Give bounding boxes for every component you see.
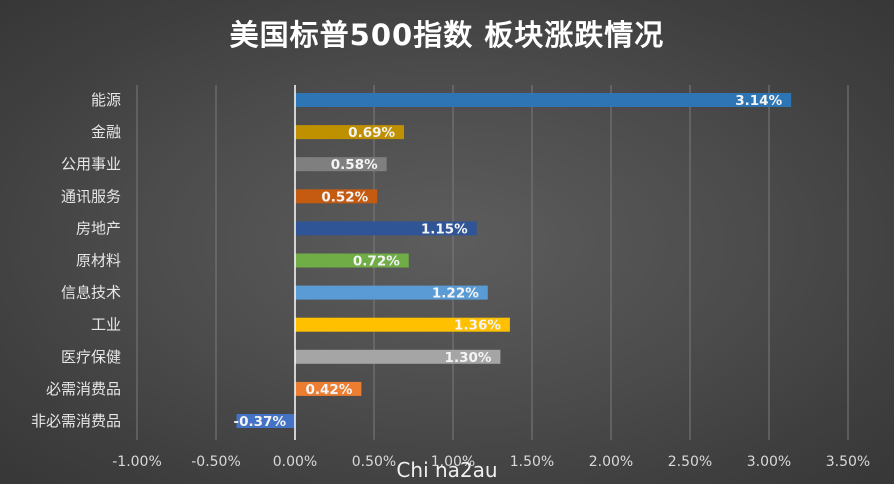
category-label: 能源: [91, 91, 121, 109]
bars: [236, 93, 792, 428]
data-label: 0.72%: [353, 254, 400, 270]
x-tick-label: 1.50%: [510, 454, 554, 470]
x-tick-label: -0.50%: [191, 454, 241, 470]
x-tick-label: 2.00%: [589, 454, 633, 470]
labels: -1.00% -0.50% 0.00% 0.50% 1.00% 1.50% 2.00% 2.5…: [31, 91, 870, 470]
category-label: 公用事业: [61, 155, 121, 173]
bar-7: [295, 317, 510, 332]
category-label: 工业: [91, 316, 121, 334]
x-tick-label: 2.50%: [668, 454, 712, 470]
bar-10: [236, 414, 295, 428]
bar-6: [295, 285, 488, 300]
x-tick-label: 1.00%: [431, 454, 475, 470]
x-tick-label: 0.00%: [273, 454, 317, 470]
x-tick-label: -1.00%: [112, 454, 162, 470]
data-label: 1.36%: [454, 318, 501, 334]
bar-9: [295, 381, 362, 396]
bar-5: [295, 253, 409, 268]
chart-title: 美国标普500指数 板块涨跌情况: [229, 18, 665, 52]
data-label: -0.37%: [234, 414, 287, 430]
x-tick-label: 3.50%: [826, 454, 870, 470]
x-tick-label: 0.50%: [352, 454, 396, 470]
data-label: 0.69%: [348, 125, 395, 141]
bar-1: [295, 125, 405, 140]
data-label: 1.22%: [432, 286, 479, 302]
gridlines: [136, 85, 849, 440]
data-label: 0.52%: [321, 189, 368, 205]
category-label: 房地产: [76, 219, 121, 237]
bar-3: [295, 189, 378, 204]
category-label: 金融: [91, 123, 121, 141]
bar-2: [295, 157, 387, 172]
category-label: 通讯服务: [61, 187, 121, 205]
bar-0: [295, 93, 792, 107]
data-label: 0.58%: [331, 157, 378, 173]
category-label: 原材料: [76, 252, 121, 270]
x-tick-label: 3.00%: [747, 454, 791, 470]
watermark-text: Chi na2au: [396, 458, 498, 482]
category-label: 非必需消费品: [31, 412, 121, 430]
category-label: 信息技术: [61, 284, 121, 302]
bar-8: [295, 349, 501, 364]
data-label: 0.42%: [306, 382, 353, 398]
data-label: 1.30%: [445, 350, 492, 366]
category-label: 必需消费品: [46, 380, 121, 398]
data-label: 1.15%: [421, 221, 468, 237]
data-label: 3.14%: [735, 93, 782, 109]
category-label: 医疗保健: [61, 348, 121, 366]
bar-4: [295, 221, 477, 236]
